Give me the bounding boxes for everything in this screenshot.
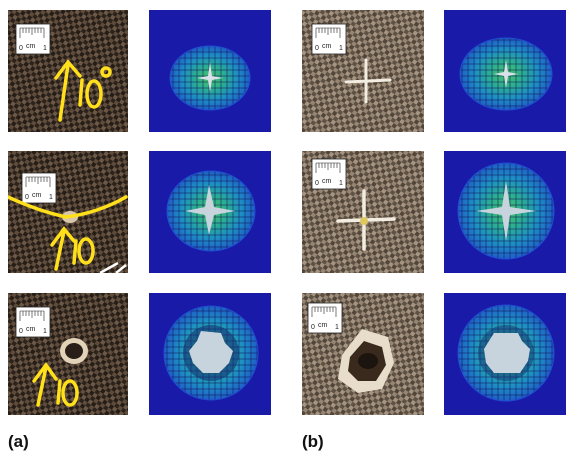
scale-bar-icon: 0 cm 1 (15, 23, 51, 55)
svg-text:cm: cm (26, 43, 36, 50)
svg-text:1: 1 (335, 324, 339, 331)
simulation-b-2 (444, 151, 566, 273)
simulation-b-3 (444, 293, 566, 415)
svg-text:0: 0 (315, 180, 319, 187)
photo-a-2: 0 cm 1 (8, 151, 128, 273)
photo-a-3: 0 cm 1 (8, 293, 128, 415)
simulation-a-3 (149, 293, 271, 415)
svg-text:0: 0 (311, 324, 315, 331)
svg-text:0: 0 (25, 194, 29, 201)
svg-text:cm: cm (318, 322, 328, 329)
photo-a-1: 0 cm 1 (8, 10, 128, 132)
scale-bar-icon: 0 cm 1 (15, 306, 51, 338)
svg-text:0: 0 (19, 45, 23, 52)
svg-text:1: 1 (339, 180, 343, 187)
photo-b-3: 0 cm 1 (302, 293, 424, 415)
svg-text:1: 1 (49, 194, 53, 201)
svg-text:cm: cm (32, 192, 42, 199)
svg-text:0: 0 (315, 45, 319, 52)
photo-b-1: 0 cm 1 (302, 10, 424, 132)
photo-b-2: 0 cm 1 (302, 151, 424, 273)
svg-text:1: 1 (339, 45, 343, 52)
simulation-a-1 (149, 10, 271, 132)
svg-text:0: 0 (19, 328, 23, 335)
scale-bar-icon: 0 cm 1 (311, 158, 347, 190)
svg-text:1: 1 (43, 328, 47, 335)
scale-bar-icon: 0 cm 1 (307, 302, 343, 334)
svg-text:cm: cm (322, 178, 332, 185)
svg-text:cm: cm (322, 43, 332, 50)
simulation-b-1 (444, 10, 566, 132)
handwriting-10-degree (54, 59, 112, 122)
group-label-b: (b) (302, 432, 324, 451)
group-label-a: (a) (8, 432, 29, 451)
simulation-a-2 (149, 151, 271, 273)
svg-text:cm: cm (26, 326, 36, 333)
scale-bar-icon: 0 cm 1 (21, 172, 57, 204)
scale-bar-icon: 0 cm 1 (311, 23, 347, 55)
svg-text:1: 1 (43, 45, 47, 52)
